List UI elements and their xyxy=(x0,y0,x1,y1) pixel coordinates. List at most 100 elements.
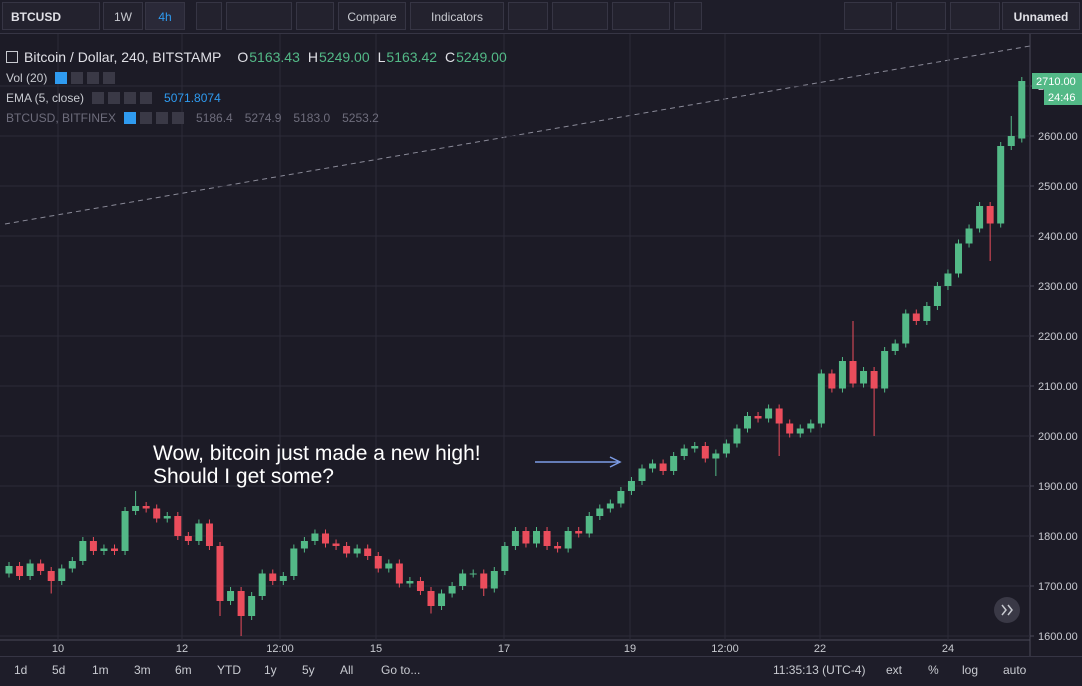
y-tick-label: 1600.00 xyxy=(1038,631,1078,643)
ohlc-label: O xyxy=(237,49,249,65)
candle-body xyxy=(374,556,382,569)
ohlc-value: 5163.43 xyxy=(249,49,300,65)
study-add-icon[interactable] xyxy=(87,72,100,84)
candle-body xyxy=(364,548,372,556)
study-settings-icon[interactable] xyxy=(140,112,153,124)
more-button[interactable] xyxy=(196,2,222,30)
candle-body xyxy=(912,313,920,321)
range-button[interactable]: YTD xyxy=(217,663,241,677)
scale-option[interactable]: % xyxy=(928,663,939,677)
y-tick-label: 2600.00 xyxy=(1038,131,1078,143)
x-tick-label: 17 xyxy=(498,643,510,655)
candle-body xyxy=(100,548,108,551)
symbol-box[interactable]: BTCUSD xyxy=(2,2,100,30)
layout-name[interactable]: Unnamed xyxy=(1002,2,1080,30)
candle-body xyxy=(606,503,614,509)
goto-button[interactable]: Go to... xyxy=(381,663,421,677)
chart-style-button[interactable] xyxy=(226,2,292,30)
range-button[interactable]: 1d xyxy=(14,663,28,677)
candle-body xyxy=(564,531,572,549)
candle-body xyxy=(174,516,182,536)
candle-body xyxy=(300,541,308,549)
study-add-icon[interactable] xyxy=(156,112,169,124)
candle-body xyxy=(89,541,97,551)
candle-body xyxy=(195,523,203,541)
candle-body xyxy=(142,506,150,509)
candle-body xyxy=(205,523,213,546)
save-button[interactable] xyxy=(950,2,1000,30)
x-tick-label: 24 xyxy=(942,643,954,655)
grid xyxy=(0,34,1030,640)
compare-button[interactable]: Compare xyxy=(338,2,406,30)
ideas-button[interactable] xyxy=(552,2,608,30)
candle-body xyxy=(870,371,878,389)
candle-body xyxy=(944,273,952,286)
indicators-button[interactable]: Indicators xyxy=(410,2,504,30)
candle-body xyxy=(258,573,266,596)
range-button[interactable]: All xyxy=(340,663,354,677)
candle-body xyxy=(712,453,720,459)
candle-body xyxy=(480,573,488,589)
ohlc-label: C xyxy=(445,49,456,65)
range-button[interactable]: 5y xyxy=(302,663,315,677)
study-add-icon[interactable] xyxy=(124,92,137,104)
range-button[interactable]: 1m xyxy=(92,663,109,677)
candle-body xyxy=(617,491,625,504)
x-tick-label: 15 xyxy=(370,643,382,655)
study-eye-icon[interactable] xyxy=(55,72,68,84)
plot-area xyxy=(0,34,1030,656)
candle-body xyxy=(79,541,87,561)
ohlc-value: 5163.42 xyxy=(386,49,438,65)
range-button[interactable]: 3m xyxy=(134,663,151,677)
candle-body xyxy=(111,548,118,551)
candle-body xyxy=(923,306,931,321)
fullscreen-button[interactable] xyxy=(674,2,702,30)
scale-option[interactable]: auto xyxy=(1003,663,1027,677)
candle-body xyxy=(849,361,857,384)
candle-body xyxy=(469,573,477,575)
study-name: BTCUSD, BITFINEX xyxy=(6,111,117,125)
study-close-icon[interactable] xyxy=(103,72,116,84)
candle-body xyxy=(132,506,140,511)
study-row: Vol (20) xyxy=(6,68,515,88)
candle-body xyxy=(986,206,994,224)
study-settings-icon[interactable] xyxy=(108,92,121,104)
range-button[interactable]: 1y xyxy=(264,663,277,677)
range-button[interactable]: 5d xyxy=(52,663,66,677)
study-close-icon[interactable] xyxy=(172,112,185,124)
scale-option[interactable]: log xyxy=(962,663,979,677)
undo-redo[interactable] xyxy=(612,2,670,30)
x-tick-label: 19 xyxy=(624,643,636,655)
candle-body xyxy=(596,508,604,516)
y-tick-label: 2300.00 xyxy=(1038,281,1078,293)
chart: Wow, bitcoin just made a new high! Shoul… xyxy=(0,34,1082,656)
candle-body xyxy=(438,593,446,606)
candle-body xyxy=(37,563,45,571)
load-button[interactable] xyxy=(896,2,946,30)
settings-button[interactable] xyxy=(296,2,334,30)
range-button[interactable]: 6m xyxy=(175,663,192,677)
study-eye-icon[interactable] xyxy=(92,92,105,104)
study-settings-icon[interactable] xyxy=(71,72,84,84)
alert-button[interactable] xyxy=(508,2,548,30)
study-name: Vol (20) xyxy=(6,71,48,85)
study-close-icon[interactable] xyxy=(140,92,153,104)
candle-body xyxy=(279,576,287,581)
study-eye-icon[interactable] xyxy=(124,112,137,124)
interval-button[interactable]: 4h xyxy=(145,2,185,30)
candle-body xyxy=(68,561,76,569)
color-button[interactable] xyxy=(844,2,892,30)
study-name: EMA (5, close) xyxy=(6,91,85,105)
y-tick-label: 1800.00 xyxy=(1038,531,1078,543)
symbol-title: Bitcoin / Dollar, 240, BITSTAMP xyxy=(24,49,222,65)
scroll-button[interactable] xyxy=(994,597,1020,623)
candle-body xyxy=(427,591,435,606)
candle-body xyxy=(269,573,277,581)
candle-body xyxy=(627,481,635,491)
candle-body xyxy=(385,563,393,569)
scale-option[interactable]: ext xyxy=(886,663,903,677)
interval-button[interactable]: 1W xyxy=(103,2,143,30)
y-tick-label: 1900.00 xyxy=(1038,481,1078,493)
y-tick-label: 2200.00 xyxy=(1038,331,1078,343)
